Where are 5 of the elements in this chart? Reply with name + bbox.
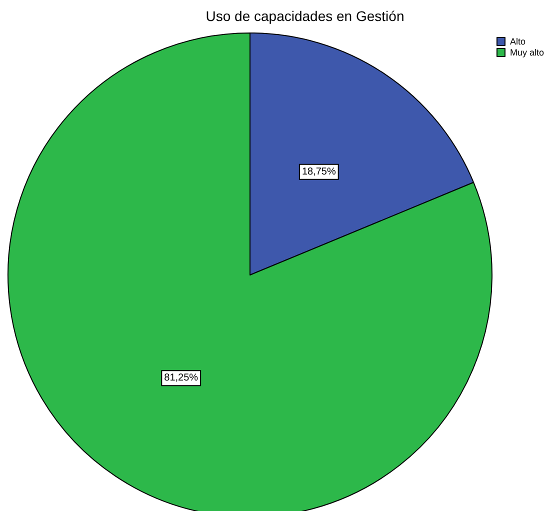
data-label: 18,75% (302, 166, 336, 178)
legend-label: Muy alto (510, 48, 544, 58)
chart-title: Uso de capacidades en Gestión (206, 8, 404, 24)
data-label: 81,25% (164, 372, 198, 384)
legend-label: Alto (510, 36, 526, 46)
